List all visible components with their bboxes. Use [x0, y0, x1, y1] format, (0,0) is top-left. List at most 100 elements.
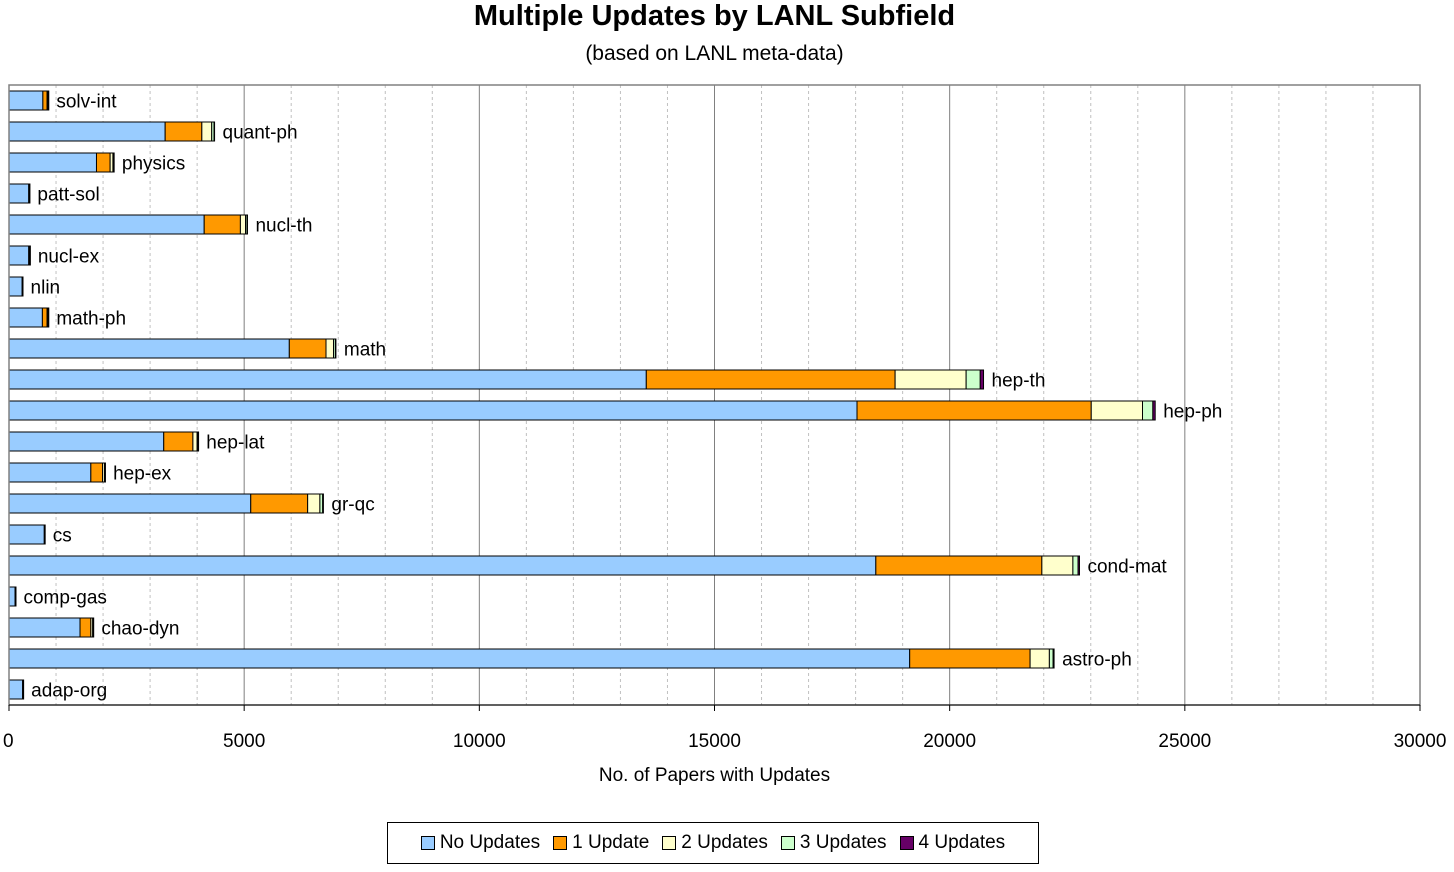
bar-hep-th-4-updates — [979, 369, 985, 390]
category-label: physics — [122, 154, 185, 175]
bar-nucl-th-2-updates — [239, 214, 247, 235]
category-label: cond-mat — [1087, 557, 1167, 578]
category-label: cs — [53, 526, 72, 547]
bar-quant-ph-no-updates — [8, 121, 166, 142]
bar-astro-ph-no-updates — [8, 648, 911, 669]
bar-math-2-updates — [325, 338, 335, 359]
bar-solv-int-no-updates — [8, 90, 44, 111]
category-label: nucl-th — [255, 216, 312, 237]
bar-math-ph-1-update — [41, 307, 48, 328]
category-label: quant-ph — [223, 123, 298, 144]
bar-astro-ph-3-updates — [1048, 648, 1054, 669]
category-label: nlin — [31, 278, 61, 299]
bar-chao-dyn-no-updates — [8, 617, 81, 638]
bar-physics-1-update — [95, 152, 111, 173]
bar-hep-ph-2-updates — [1090, 400, 1144, 421]
bar-astro-ph-4-updates — [1052, 648, 1055, 669]
category-label: nucl-ex — [38, 247, 100, 268]
chart-subtitle: (based on LANL meta-data) — [585, 42, 844, 65]
bar-hep-ex-no-updates — [8, 462, 92, 483]
bar-hep-lat-no-updates — [8, 431, 165, 452]
bar-nlin-3-updates — [21, 276, 24, 297]
bar-cond-mat-no-updates — [8, 555, 877, 576]
category-label: solv-int — [56, 92, 117, 113]
bar-math-ph-no-updates — [8, 307, 43, 328]
legend-item: 1 Update — [553, 832, 649, 854]
bar-solv-int-1-update — [42, 90, 48, 111]
x-tick-label: 5000 — [223, 731, 265, 752]
bar-hep-th-no-updates — [8, 369, 647, 390]
x-tick-label: 0 — [3, 731, 14, 752]
category-label: hep-lat — [206, 433, 265, 454]
bar-solv-int-4-updates — [47, 90, 50, 111]
bar-math-ph-4-updates — [47, 307, 50, 328]
category-label: chao-dyn — [101, 619, 179, 640]
bar-cond-mat-3-updates — [1072, 555, 1079, 576]
category-label: gr-qc — [331, 495, 374, 516]
bar-hep-th-2-updates — [894, 369, 967, 390]
bar-adap-org-3-updates — [22, 679, 25, 700]
x-tick-label: 10000 — [453, 731, 506, 752]
bar-cs-no-updates — [8, 524, 45, 545]
legend: No Updates 1 Update 2 Updates 3 Updates 4 Up… — [387, 822, 1039, 864]
bar-cond-mat-1-update — [875, 555, 1043, 576]
legend-item: No Updates — [420, 832, 541, 854]
bar-hep-ph-1-update — [856, 400, 1092, 421]
legend-item: 4 Updates — [899, 832, 1006, 854]
category-label: patt-sol — [37, 185, 99, 206]
x-tick-label: 30000 — [1394, 731, 1447, 752]
bar-nucl-th-no-updates — [8, 214, 205, 235]
bar-math-1-update — [288, 338, 327, 359]
chart-title: Multiple Updates by LANL Subfield — [473, 0, 956, 32]
x-axis-label: No. of Papers with Updates — [598, 765, 831, 786]
legend-label: 2 Updates — [681, 832, 768, 853]
bar-chao-dyn-1-update — [79, 617, 92, 638]
category-label: astro-ph — [1062, 650, 1132, 671]
bar-hep-lat-2-updates — [192, 431, 198, 452]
legend-label: 1 Update — [572, 832, 650, 853]
bar-hep-lat-1-update — [163, 431, 194, 452]
bar-cs-3-updates — [44, 524, 46, 545]
bar-hep-th-3-updates — [965, 369, 981, 390]
bar-nucl-th-1-update — [203, 214, 241, 235]
legend-swatch — [780, 836, 795, 850]
bar-astro-ph-1-update — [909, 648, 1031, 669]
bar-quant-ph-1-update — [164, 121, 203, 142]
bar-physics-4-updates — [113, 152, 115, 173]
bar-nucl-ex-no-updates — [8, 245, 30, 266]
category-label: comp-gas — [23, 588, 106, 609]
bar-cond-mat-2-updates — [1041, 555, 1074, 576]
legend-label: No Updates — [439, 832, 541, 853]
category-label: math-ph — [56, 309, 126, 330]
bar-gr-qc-4-updates — [322, 493, 324, 514]
category-label: adap-org — [31, 681, 107, 702]
legend-swatch — [553, 836, 568, 850]
category-label: hep-ex — [113, 464, 172, 485]
legend-item: 2 Updates — [662, 832, 768, 854]
bar-nucl-ex-4-updates — [29, 245, 31, 266]
bar-hep-ph-no-updates — [8, 400, 858, 421]
bar-hep-th-1-update — [645, 369, 896, 390]
legend-label: 4 Updates — [918, 832, 1006, 853]
bar-quant-ph-4-updates — [213, 121, 216, 142]
legend-swatch — [420, 836, 435, 850]
bar-comp-gas-3-updates — [14, 586, 17, 607]
x-tick-label: 25000 — [1158, 731, 1211, 752]
x-tick-label: 20000 — [923, 731, 976, 752]
category-label: math — [344, 340, 386, 361]
category-label: hep-th — [992, 371, 1046, 392]
stacked-bar-chart: solv-int quant-ph physics patt-sol nucl-th nu… — [3, 84, 1447, 752]
legend-swatch — [899, 836, 914, 850]
bar-quant-ph-2-updates — [201, 121, 213, 142]
bar-hep-ph-3-updates — [1142, 400, 1154, 421]
bar-hep-lat-4-updates — [197, 431, 200, 452]
legend-item: 3 Updates — [780, 832, 887, 854]
bar-math-4-updates — [334, 338, 337, 359]
bar-patt-sol-no-updates — [8, 183, 30, 204]
bar-physics-no-updates — [8, 152, 97, 173]
bar-nlin-no-updates — [8, 276, 23, 297]
bar-patt-sol-3-updates — [28, 183, 31, 204]
bar-astro-ph-2-updates — [1029, 648, 1050, 669]
bar-hep-ex-1-update — [90, 462, 104, 483]
bar-nucl-th-4-updates — [246, 214, 248, 235]
